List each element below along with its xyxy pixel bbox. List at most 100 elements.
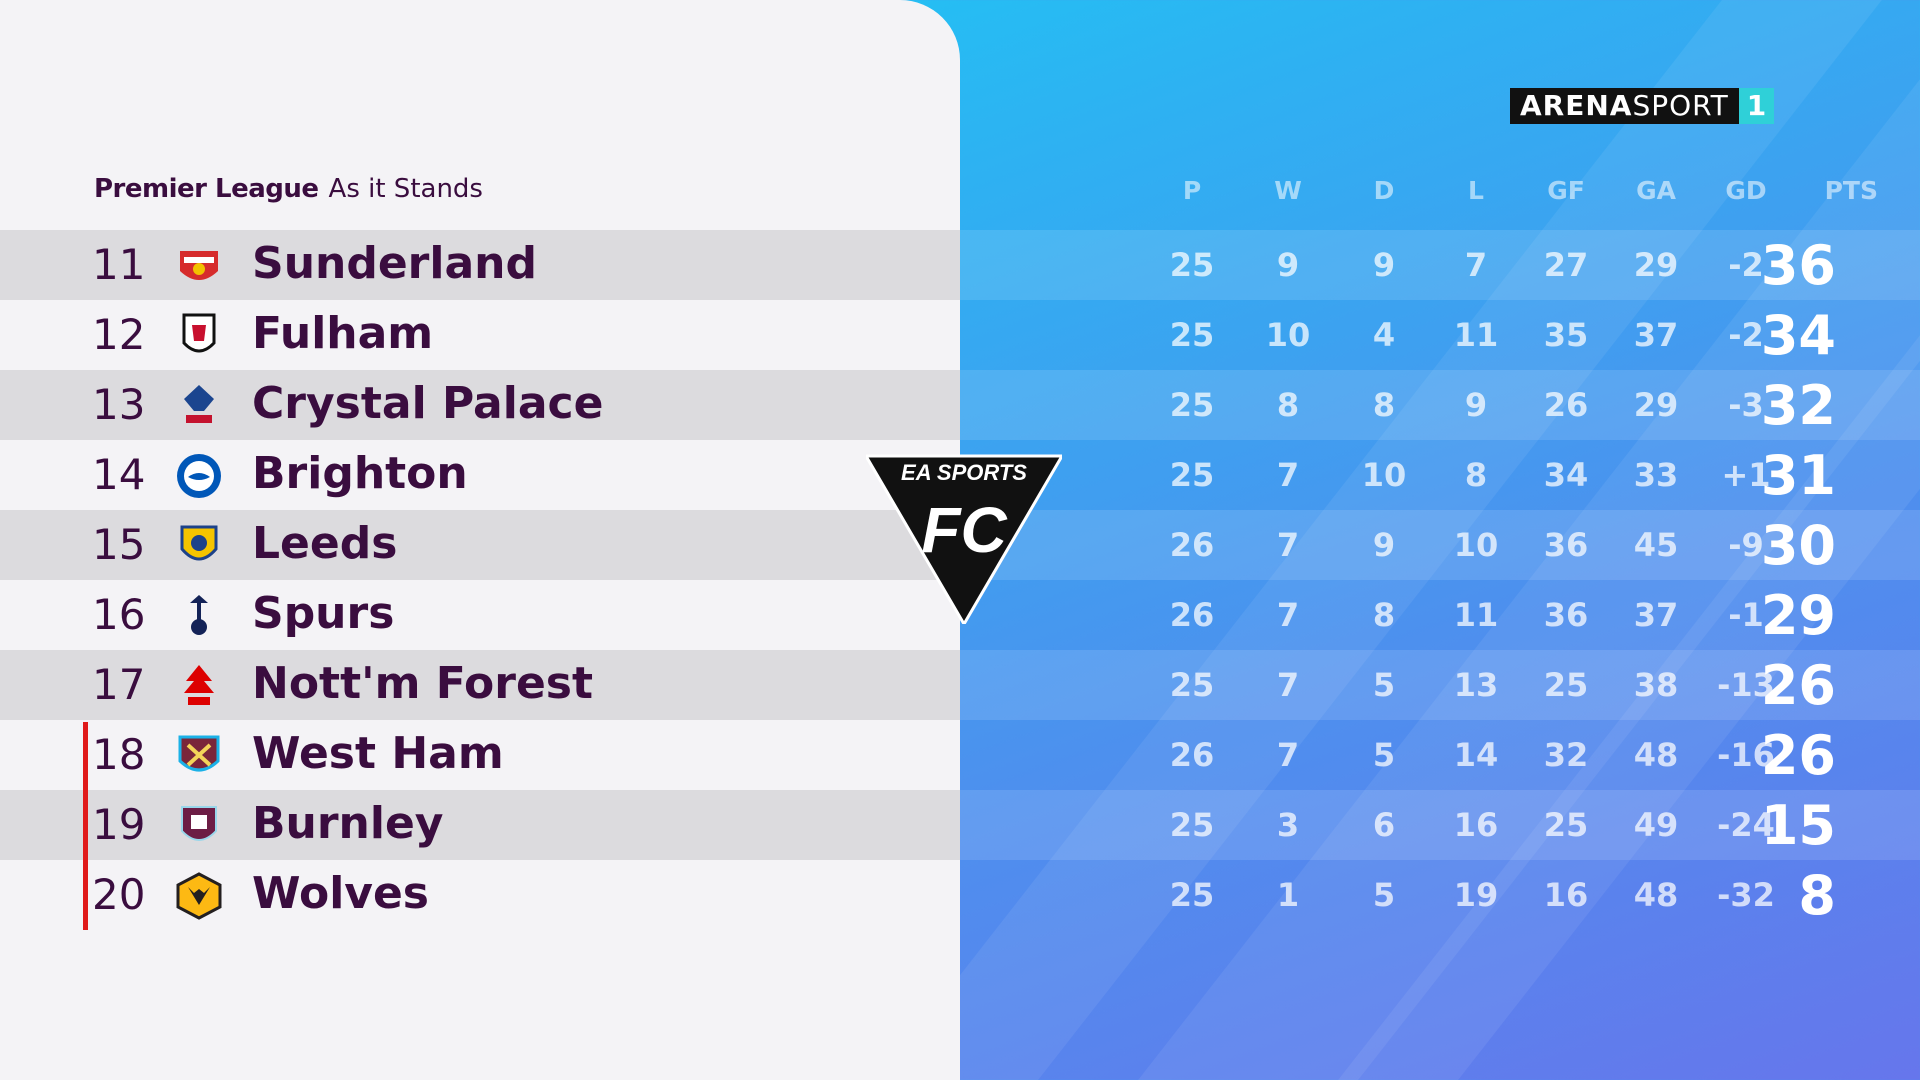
stat-pts: 36 xyxy=(1760,234,1836,297)
stat-l: 11 xyxy=(1453,316,1499,354)
broadcaster-name-bold: ARENA xyxy=(1520,89,1633,122)
row-left-background xyxy=(0,650,960,720)
column-header-gd: GD xyxy=(1725,176,1767,205)
stat-w: 1 xyxy=(1276,876,1300,914)
column-header-l: L xyxy=(1468,176,1484,205)
column-header-gf: GF xyxy=(1547,176,1585,205)
stat-p: 25 xyxy=(1169,316,1215,354)
stat-gf: 35 xyxy=(1543,316,1589,354)
stat-d: 5 xyxy=(1372,736,1396,774)
ea-sports-fc-logo: EA SPORTS FC xyxy=(866,454,1062,624)
stat-d: 9 xyxy=(1372,246,1396,284)
row-left-background xyxy=(0,510,960,580)
column-header-p: P xyxy=(1182,176,1202,205)
stat-gd: -1 xyxy=(1728,596,1764,634)
position-number: 18 xyxy=(92,730,146,779)
row-right-background xyxy=(960,790,1920,860)
stat-d: 5 xyxy=(1372,666,1396,704)
table-row: 12 Fulham 25 10 4 11 35 37 -2 34 xyxy=(0,300,1920,370)
stat-d: 10 xyxy=(1361,456,1407,494)
stat-ga: 48 xyxy=(1633,876,1679,914)
stat-l: 19 xyxy=(1453,876,1499,914)
stat-gd: -2 xyxy=(1728,316,1764,354)
stat-ga: 37 xyxy=(1633,316,1679,354)
row-left-background xyxy=(0,370,960,440)
broadcaster-name-light: SPORT xyxy=(1632,89,1729,122)
stat-l: 11 xyxy=(1453,596,1499,634)
leeds-crest-icon xyxy=(174,521,224,571)
stat-pts: 30 xyxy=(1760,514,1836,577)
stat-w: 8 xyxy=(1276,386,1300,424)
ea-sports-text: EA SPORTS xyxy=(901,460,1027,485)
stat-gf: 16 xyxy=(1543,876,1589,914)
position-number: 17 xyxy=(92,660,146,709)
table-row: 15 Leeds 26 7 9 10 36 45 -9 30 xyxy=(0,510,1920,580)
stat-d: 6 xyxy=(1372,806,1396,844)
column-header-pts: PTS xyxy=(1824,176,1878,205)
stat-ga: 49 xyxy=(1633,806,1679,844)
wolves-crest-icon xyxy=(174,871,224,921)
row-right-background xyxy=(960,650,1920,720)
team-name: Burnley xyxy=(252,798,444,849)
stat-gd: -13 xyxy=(1717,666,1775,704)
team-name: Leeds xyxy=(252,518,398,569)
stat-ga: 38 xyxy=(1633,666,1679,704)
table-row: 19 Burnley 25 3 6 16 25 49 -24 15 xyxy=(0,790,1920,860)
table-row: 18 West Ham 26 7 5 14 32 48 -16 26 xyxy=(0,720,1920,790)
stat-p: 26 xyxy=(1169,596,1215,634)
table-row: 11 Sunderland 25 9 9 7 27 29 -2 36 xyxy=(0,230,1920,300)
stat-ga: 48 xyxy=(1633,736,1679,774)
stat-w: 7 xyxy=(1276,596,1300,634)
stat-d: 8 xyxy=(1372,596,1396,634)
stat-w: 7 xyxy=(1276,526,1300,564)
stat-pts: 26 xyxy=(1760,654,1836,717)
stat-pts: 32 xyxy=(1760,374,1836,437)
west-ham-crest-icon xyxy=(174,731,224,781)
team-name: Spurs xyxy=(252,588,395,639)
stat-l: 14 xyxy=(1453,736,1499,774)
sunderland-crest-icon xyxy=(174,241,224,291)
stat-ga: 37 xyxy=(1633,596,1679,634)
stat-w: 3 xyxy=(1276,806,1300,844)
stat-d: 5 xyxy=(1372,876,1396,914)
stat-p: 25 xyxy=(1169,806,1215,844)
stat-ga: 45 xyxy=(1633,526,1679,564)
team-name: Sunderland xyxy=(252,238,537,289)
stat-l: 16 xyxy=(1453,806,1499,844)
stat-l: 13 xyxy=(1453,666,1499,704)
stat-pts: 31 xyxy=(1760,444,1836,507)
brighton-crest-icon xyxy=(174,451,224,501)
stat-pts: 15 xyxy=(1760,794,1836,857)
stat-pts: 29 xyxy=(1760,584,1836,647)
stat-gf: 26 xyxy=(1543,386,1589,424)
table-row: 13 Crystal Palace 25 8 8 9 26 29 -3 32 xyxy=(0,370,1920,440)
stat-l: 10 xyxy=(1453,526,1499,564)
column-header-w: W xyxy=(1274,176,1302,205)
stat-d: 8 xyxy=(1372,386,1396,424)
stat-gf: 36 xyxy=(1543,526,1589,564)
relegation-zone-marker xyxy=(83,722,88,930)
stat-d: 9 xyxy=(1372,526,1396,564)
row-right-background xyxy=(960,370,1920,440)
position-number: 20 xyxy=(92,870,146,919)
row-right-background xyxy=(960,230,1920,300)
stat-p: 25 xyxy=(1169,246,1215,284)
stat-gf: 34 xyxy=(1543,456,1589,494)
stat-p: 25 xyxy=(1169,666,1215,704)
stat-p: 25 xyxy=(1169,456,1215,494)
spurs-crest-icon xyxy=(174,591,224,641)
stat-gd: -32 xyxy=(1717,876,1775,914)
stat-gf: 25 xyxy=(1543,666,1589,704)
stat-gf: 36 xyxy=(1543,596,1589,634)
stat-w: 10 xyxy=(1265,316,1311,354)
position-number: 12 xyxy=(92,310,146,359)
stat-w: 9 xyxy=(1276,246,1300,284)
stat-p: 26 xyxy=(1169,736,1215,774)
row-left-background xyxy=(0,790,960,860)
broadcaster-name: ARENASPORT xyxy=(1510,88,1739,124)
position-number: 19 xyxy=(92,800,146,849)
team-name: West Ham xyxy=(252,728,504,779)
stat-gf: 27 xyxy=(1543,246,1589,284)
broadcaster-logo: ARENASPORT 1 xyxy=(1510,88,1775,124)
table-row: 16 Spurs 26 7 8 11 36 37 -1 29 xyxy=(0,580,1920,650)
